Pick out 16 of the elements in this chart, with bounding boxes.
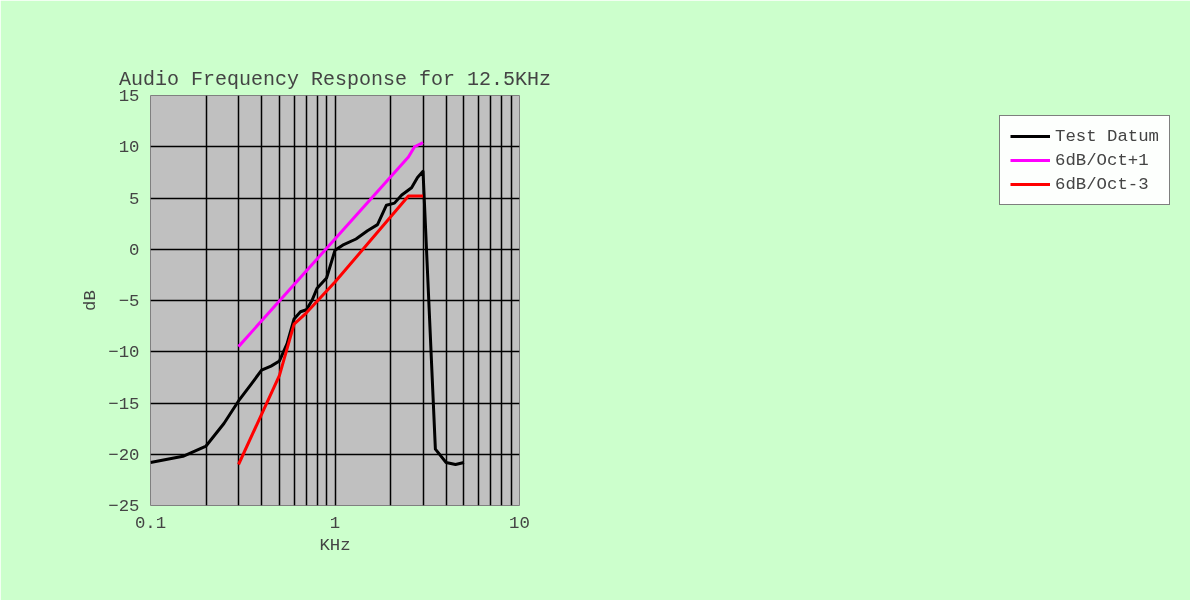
legend-label: 6dB/Oct-3 [1055,174,1149,194]
y-tick-label: −10 [108,343,140,363]
x-tick-label: 10 [509,513,530,533]
y-tick-label: 0 [129,240,140,260]
y-tick-label: 10 [118,138,140,158]
y-tick-label: −15 [108,394,140,414]
x-tick-label: 1 [329,513,341,533]
legend-label: 6dB/Oct+1 [1055,150,1149,170]
y-tick-label: −20 [108,445,140,465]
y-tick-label: −25 [108,497,140,516]
y-axis-title: dB [81,290,101,311]
x-axis-title: KHz [319,535,351,555]
legend-label: Test Datum [1055,126,1159,146]
y-tick-label: 5 [129,189,140,209]
y-tick-label: −5 [118,292,140,311]
x-tick-label: 0.1 [134,513,167,533]
